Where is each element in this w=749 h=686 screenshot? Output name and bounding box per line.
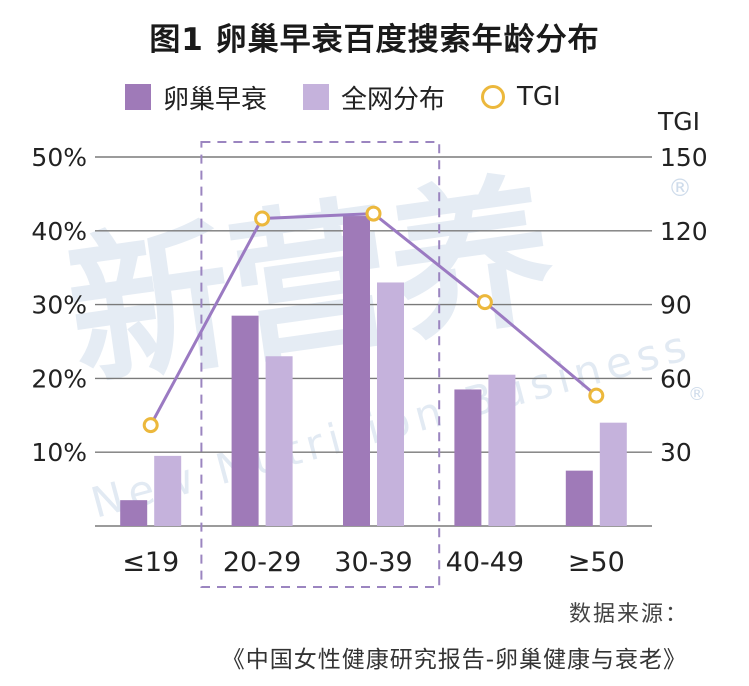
y-left-tick-label: 20% [31,364,87,393]
x-tick-label: 30-39 [334,547,412,578]
highlight-box [200,141,441,588]
y-left-tick-label: 30% [31,291,87,320]
y-left-tick-label: 40% [31,217,87,246]
bar-series2 [599,422,627,526]
source-label: 数据来源： [568,602,689,627]
x-tick-label: 20-29 [223,547,301,578]
y-right-tick-label: 90 [660,291,692,320]
legend-swatch-series2 [303,84,330,110]
legend-label-tgi: TGI [517,82,561,112]
y-right-tick-label: 30 [660,438,692,467]
bar-series1 [231,315,259,526]
legend-swatch-series1 [125,84,151,110]
chart-title: 图1 卵巢早衰百度搜索年龄分布 [149,22,600,58]
legend-label-series1: 卵巢早衰 [163,84,268,115]
bar-series1 [565,470,593,526]
x-tick-label: ≥50 [568,547,625,578]
y-right-tick-label: 120 [660,217,708,246]
y-right-tick-label: 150 [660,143,708,172]
legend-item-tgi: TGI [481,82,561,112]
bar-series1 [454,389,482,526]
bar-series1 [343,216,370,527]
x-tick-label: 40-49 [446,547,524,578]
bar-series1 [120,500,148,526]
legend-item-series2: 全网分布 [303,79,445,116]
y-right-tick-label: 60 [660,364,692,393]
bar-series2 [488,374,516,526]
legend: 卵巢早衰 全网分布 TGI [125,79,597,116]
bar-series2 [265,356,293,526]
tgi-line [149,212,598,426]
source-text: 《中国女性健康研究报告-卵巢健康与衰老》 [221,647,687,673]
legend-item-series1: 卵巢早衰 [125,79,267,116]
x-tick-label: ≤19 [122,547,179,578]
bar-series2 [377,282,404,526]
tgi-point [254,210,271,227]
y-left-tick-label: 10% [31,438,87,467]
tgi-point [365,205,382,222]
legend-marker-tgi [481,85,506,109]
tgi-point [142,417,159,434]
bar-series2 [154,455,182,526]
y-left-tick-label: 50% [31,143,87,172]
y-right-axis-label: TGI [657,107,700,136]
tgi-point [476,294,493,311]
legend-label-series2: 全网分布 [341,84,446,115]
tgi-point [588,387,605,404]
